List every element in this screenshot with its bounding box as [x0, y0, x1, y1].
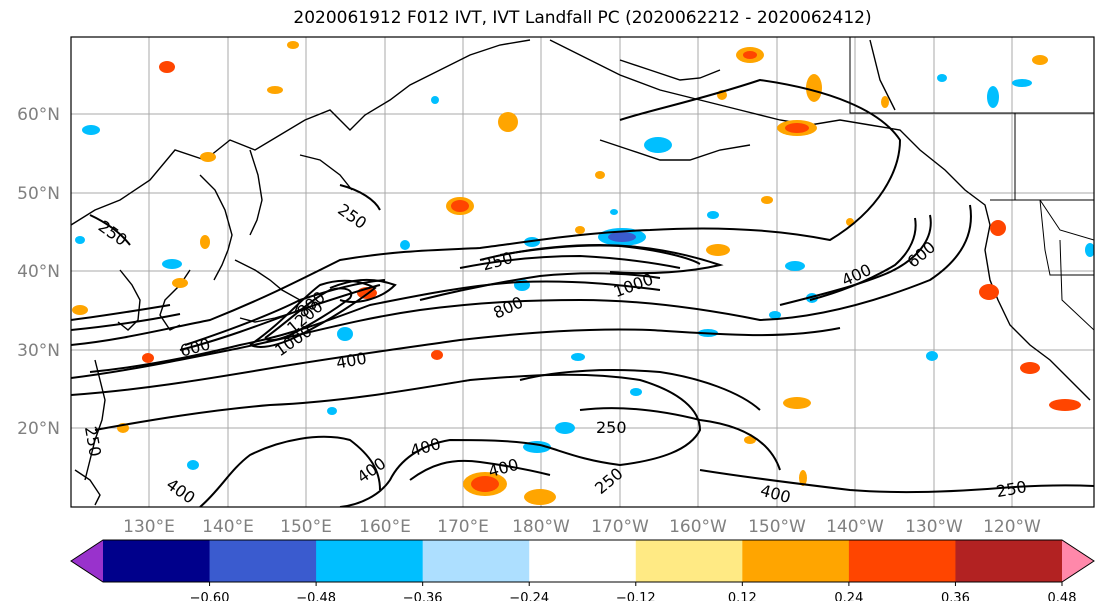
colorbar-extend-low — [71, 540, 103, 582]
ivt-contours — [71, 78, 1094, 507]
colorbar-tick-label: −0.12 — [616, 591, 656, 601]
colorbar: −0.60 −0.48 −0.36 −0.24 −0.12 0.12 0.24 0.36 0.4… — [70, 539, 1095, 601]
lat-label: 30°N — [17, 341, 60, 361]
map-frame — [70, 36, 1095, 508]
lon-label: 180°W — [512, 517, 570, 537]
lon-label: 170°W — [591, 517, 649, 537]
map-title: 2020061912 F012 IVT, IVT Landfall PC (20… — [293, 8, 872, 28]
colorbar-tick-label: 0.36 — [941, 591, 970, 601]
colorbar-outline — [70, 539, 1095, 583]
coastlines — [71, 39, 1091, 506]
colorbar-segment — [848, 540, 956, 582]
lon-label: 160°W — [669, 517, 727, 537]
longitude-labels: 130°E 140°E 150°E 160°E 170°E 180°W 170°… — [123, 517, 1041, 537]
lon-label: 170°E — [437, 517, 489, 537]
colorbar-segment — [635, 540, 743, 582]
lat-label: 40°N — [17, 262, 60, 282]
lon-label: 150°E — [280, 517, 332, 537]
colorbar-tick-label: −0.60 — [190, 591, 230, 601]
colorbar-segment — [529, 540, 637, 582]
lat-label: 50°N — [17, 184, 60, 204]
colorbar-tick-label: 0.24 — [834, 591, 863, 601]
colorbar-segment — [103, 540, 211, 582]
colorbar-tick-label: −0.24 — [509, 591, 549, 601]
lon-label: 130°W — [905, 517, 963, 537]
positive-anomalies — [72, 41, 1081, 505]
lon-label: 140°W — [826, 517, 884, 537]
colorbar-tick-label: −0.36 — [403, 591, 443, 601]
colorbar-tick-label: 0.12 — [728, 591, 757, 601]
colorbar-segment — [742, 540, 850, 582]
map-background — [71, 37, 1094, 507]
graticule — [71, 37, 1094, 507]
lat-label: 60°N — [17, 105, 60, 125]
lon-label: 140°E — [202, 517, 254, 537]
colorbar-segment — [209, 540, 317, 582]
colorbar-extend-high — [1062, 540, 1094, 582]
colorbar-segment — [316, 540, 424, 582]
contour-label: 250 — [596, 418, 627, 437]
lon-label: 130°E — [123, 517, 175, 537]
country-borders — [849, 37, 1094, 331]
latitude-labels: 60°N 50°N 40°N 30°N 20°N — [17, 105, 60, 439]
colorbar-segment — [422, 540, 530, 582]
colorbar-tick-label: −0.48 — [296, 591, 336, 601]
lon-label: 160°E — [359, 517, 411, 537]
colorbar-segment — [955, 540, 1063, 582]
lon-label: 150°W — [748, 517, 806, 537]
colorbar-tick-label: 0.48 — [1048, 591, 1077, 601]
lon-label: 120°W — [983, 517, 1041, 537]
lat-label: 20°N — [17, 419, 60, 439]
